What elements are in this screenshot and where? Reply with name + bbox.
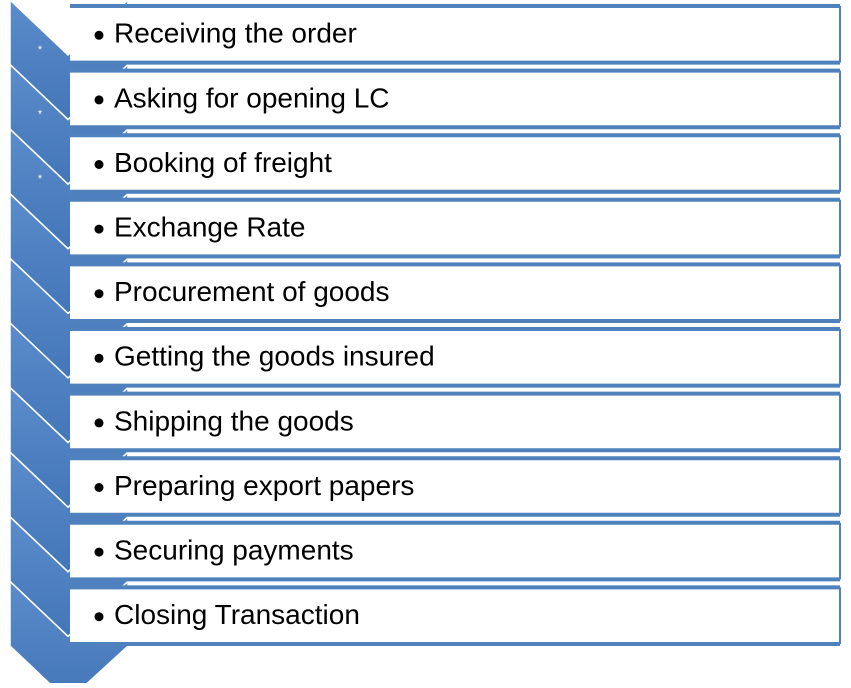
item-box [70,199,840,257]
item-label: Exchange Rate [114,211,305,242]
bullet [94,95,104,105]
item-label: Closing Transaction [114,599,360,630]
bullet [94,160,104,169]
bullet [94,418,104,428]
item-box [70,587,840,644]
item-label: Receiving the order [114,18,357,49]
item-box [70,6,840,63]
bullet [94,30,104,40]
item-label: Shipping the goods [114,405,354,436]
item-box [70,264,840,321]
item-box [70,329,840,386]
item-box [70,522,840,580]
bullet [94,547,104,557]
chevron-marker: * [38,44,43,56]
item-box [70,135,840,192]
item-label: Getting the goods insured [114,341,435,372]
bullet [94,612,104,622]
item-label: Preparing export papers [114,470,414,501]
item-label: Securing payments [114,534,354,565]
chevron-marker: * [38,109,43,121]
bullet [94,289,104,299]
chevron-marker: * [38,173,43,185]
item-box [70,458,840,515]
bullet [94,483,104,492]
item-box [70,70,840,128]
item-label: Procurement of goods [114,276,390,307]
bullet [94,353,104,363]
item-box [70,393,840,451]
item-label: Booking of freight [114,147,332,178]
bullet [94,224,104,234]
item-label: Asking for opening LC [114,82,390,113]
